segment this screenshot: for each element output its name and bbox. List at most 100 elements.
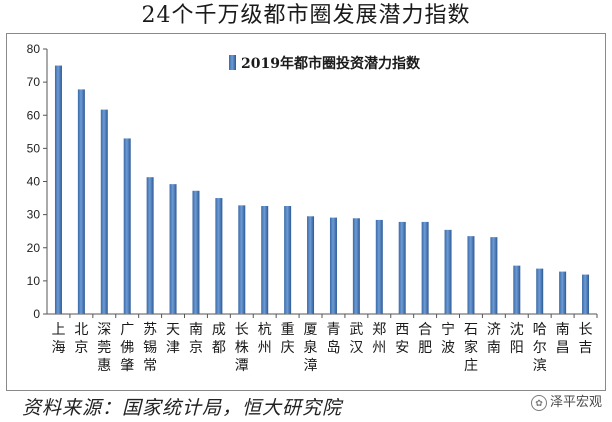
category-label: 常 — [143, 358, 157, 374]
y-tick-label: 30 — [27, 208, 41, 222]
category-label: 京 — [74, 340, 88, 356]
watermark-text: 泽平宏观 — [549, 395, 602, 410]
category-label: 汉 — [349, 340, 363, 356]
category-label: 津 — [166, 340, 180, 356]
chart-frame: 0 10 20 30 40 50 60 70 80 上海北京深莞惠广佛肇苏锡常天津南京成都长株潭… — [6, 33, 606, 391]
bar — [490, 237, 498, 314]
bar — [123, 138, 131, 314]
category-label: 哈 — [533, 322, 547, 338]
bar — [375, 219, 383, 314]
bar — [307, 216, 315, 314]
category-label: 南 — [189, 322, 203, 338]
category-label: 漳 — [304, 357, 318, 374]
bar — [215, 198, 223, 314]
bar — [513, 265, 521, 314]
category-label: 滨 — [533, 358, 547, 374]
chart-axes: 0 10 20 30 40 50 60 70 80 — [27, 42, 598, 321]
category-label: 州 — [258, 340, 272, 356]
bar — [536, 268, 544, 314]
y-tick-label: 40 — [27, 175, 41, 189]
category-label: 南 — [487, 340, 501, 356]
category-label: 莞 — [97, 340, 111, 356]
bar — [54, 65, 62, 314]
category-label: 惠 — [97, 358, 111, 374]
category-label: 泉 — [304, 339, 318, 356]
bar — [444, 229, 452, 314]
bar — [100, 109, 108, 315]
y-tick-label: 50 — [27, 141, 41, 155]
category-label: 武 — [349, 322, 363, 338]
category-label: 州 — [372, 340, 386, 356]
bar-series — [54, 65, 590, 315]
category-label: 青 — [326, 322, 340, 338]
category-label: 昌 — [556, 340, 570, 356]
category-label: 西 — [395, 322, 409, 338]
category-label: 成 — [212, 322, 226, 338]
category-label: 庆 — [281, 340, 295, 356]
category-label: 厦 — [304, 322, 318, 338]
bar — [329, 217, 337, 314]
category-label: 长 — [579, 322, 593, 338]
category-label: 海 — [51, 340, 65, 356]
y-tick-label: 0 — [33, 307, 40, 321]
category-label: 上 — [51, 322, 65, 338]
bar — [582, 274, 590, 314]
y-tick-label: 10 — [27, 274, 41, 288]
source-note: 资料来源：国家统计局，恒大研究院 — [22, 397, 343, 419]
bar — [192, 190, 200, 314]
category-label: 庄 — [464, 357, 478, 374]
category-label: 都 — [212, 340, 226, 356]
category-label: 合 — [418, 322, 432, 338]
category-label: 佛 — [120, 340, 134, 356]
bar — [284, 206, 292, 314]
category-label: 郑 — [372, 322, 386, 338]
category-label: 肥 — [418, 340, 432, 356]
category-label: 苏 — [143, 322, 157, 338]
category-label: 阳 — [510, 340, 524, 356]
category-label: 京 — [189, 340, 203, 356]
category-label: 长 — [235, 322, 249, 338]
category-label: 锡 — [143, 340, 157, 356]
category-label: 家 — [464, 339, 478, 356]
category-label: 肇 — [120, 358, 134, 374]
category-label: 深 — [97, 322, 111, 338]
category-label: 潭 — [235, 357, 249, 374]
legend-swatch — [229, 55, 236, 70]
wechat-logo-icon: ✿ — [530, 394, 547, 411]
chart-legend: 2019年都市圈投资潜力指数 — [229, 55, 421, 72]
category-label: 波 — [441, 340, 455, 356]
category-label: 沈 — [510, 322, 524, 338]
category-label: 济 — [487, 322, 501, 338]
category-label: 杭 — [258, 322, 272, 338]
y-tick-label: 60 — [27, 108, 41, 122]
bar — [146, 177, 154, 314]
bar — [352, 218, 360, 314]
category-label: 石 — [464, 322, 478, 338]
bar — [238, 205, 246, 314]
bar — [169, 184, 177, 314]
bar — [77, 89, 85, 314]
category-label: 天 — [166, 322, 180, 338]
page-title: 24个千万级都市圈发展潜力指数 — [141, 3, 471, 28]
y-tick-label: 20 — [27, 241, 41, 255]
category-label: 重 — [281, 322, 295, 338]
category-label: 南 — [556, 322, 570, 338]
bar — [421, 221, 429, 314]
legend-label: 2019年都市圈投资潜力指数 — [241, 55, 421, 72]
category-label: 尔 — [533, 340, 547, 356]
category-label: 吉 — [579, 340, 593, 356]
bar — [559, 271, 567, 314]
y-tick-label: 70 — [27, 75, 41, 89]
category-label: 北 — [74, 322, 88, 338]
y-tick-label: 80 — [27, 42, 41, 56]
category-label: 宁 — [441, 321, 455, 338]
category-label: 株 — [235, 340, 249, 356]
bar — [467, 236, 475, 314]
category-label: 岛 — [326, 340, 340, 356]
bar — [261, 206, 269, 314]
category-label: 广 — [120, 322, 134, 338]
category-label: 安 — [395, 340, 409, 356]
bar — [398, 221, 406, 314]
category-labels: 上海北京深莞惠广佛肇苏锡常天津南京成都长株潭杭州重庆厦泉漳青岛武汉郑州西安合肥宁… — [51, 321, 592, 374]
